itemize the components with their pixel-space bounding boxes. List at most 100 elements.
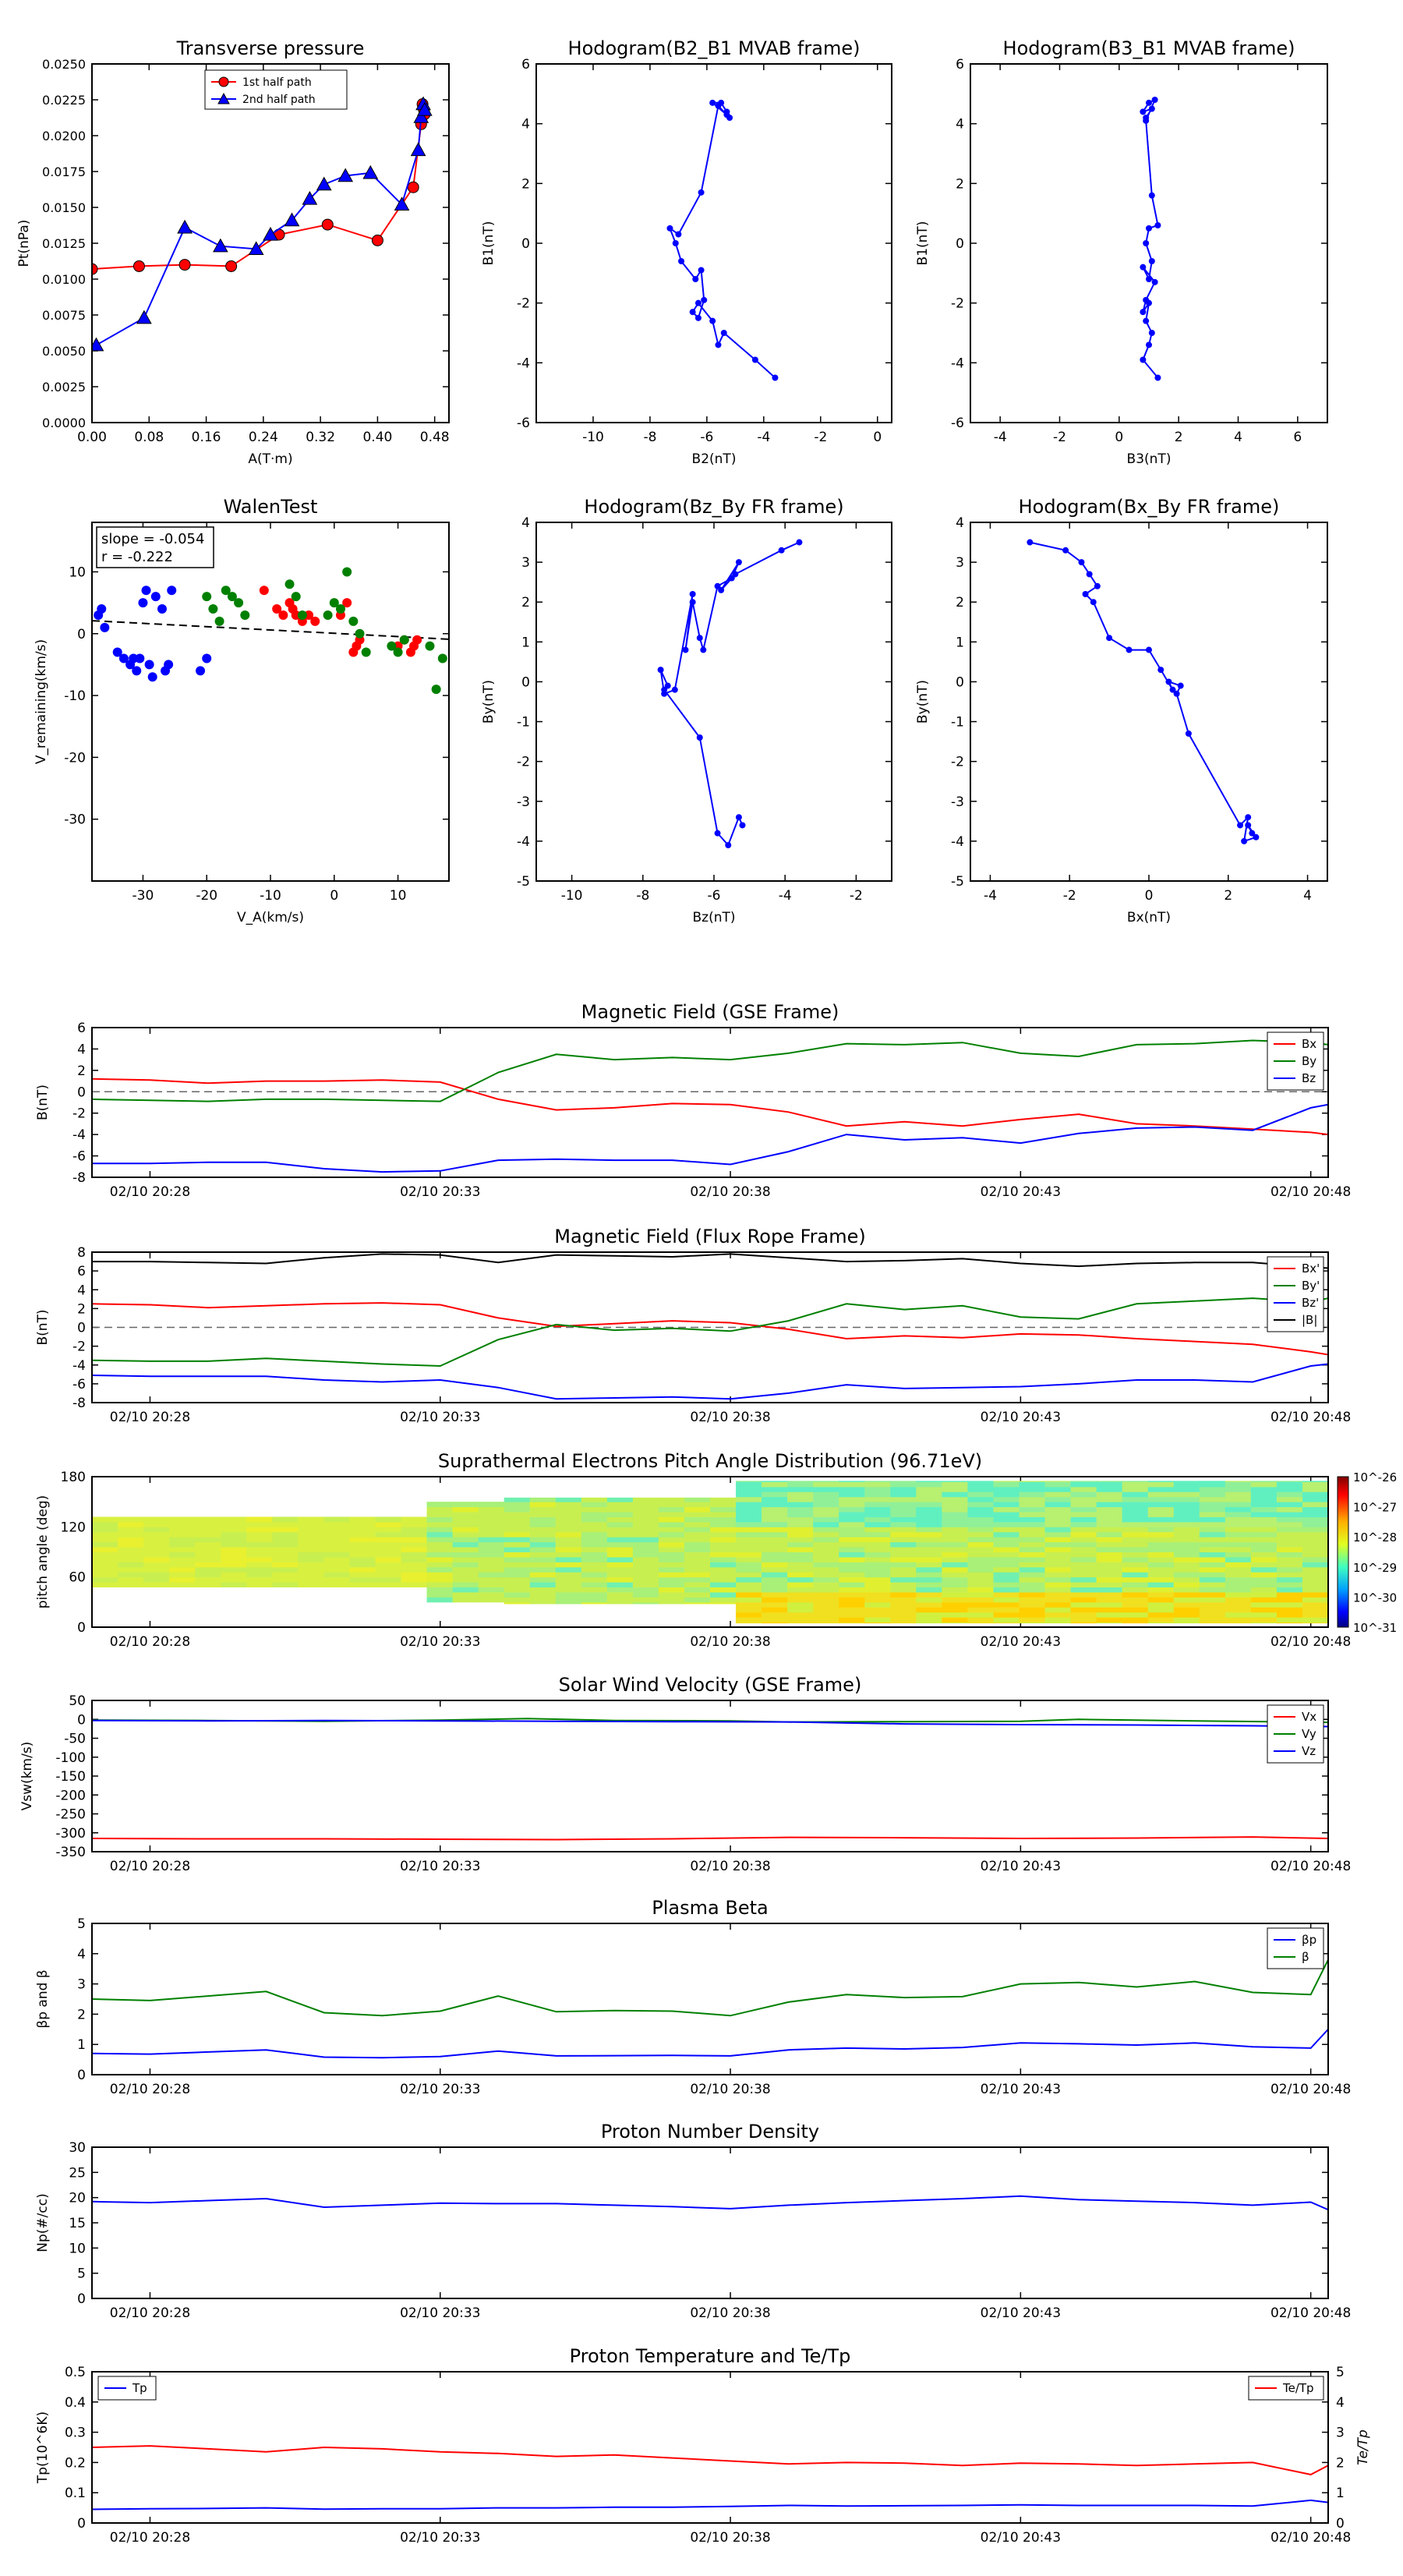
heatmap-cell xyxy=(272,1572,299,1578)
x-tick-label: -4 xyxy=(779,888,792,904)
y-tick-label: 4 xyxy=(521,117,530,133)
heatmap-cell xyxy=(504,1566,531,1573)
heatmap-cell xyxy=(1302,1531,1328,1537)
heatmap-cell xyxy=(864,1566,892,1573)
x-axis-label: Bz(nT) xyxy=(692,910,735,925)
heatmap-cell xyxy=(555,1502,582,1508)
heatmap-cell xyxy=(118,1516,144,1523)
heatmap-cell xyxy=(1302,1481,1328,1488)
heatmap-cell xyxy=(1173,1601,1200,1608)
heatmap-cell xyxy=(504,1506,531,1513)
heatmap-cell xyxy=(762,1582,788,1588)
heatmap-cell xyxy=(401,1582,428,1588)
heatmap-cell xyxy=(762,1597,788,1603)
heatmap-cell xyxy=(890,1541,917,1548)
heatmap-cell xyxy=(787,1481,814,1488)
heatmap-cell xyxy=(118,1537,144,1543)
heatmap-cell xyxy=(323,1516,351,1523)
heatmap-cell xyxy=(1070,1556,1097,1562)
heatmap-cell xyxy=(1122,1521,1149,1527)
heatmap-cell xyxy=(1070,1562,1097,1568)
heatmap-cell xyxy=(1199,1612,1226,1618)
heatmap-cell xyxy=(401,1521,428,1527)
heatmap-cell xyxy=(195,1576,222,1583)
heatmap-cell xyxy=(839,1496,866,1502)
heatmap-cell xyxy=(1276,1531,1303,1537)
heatmap-cell xyxy=(401,1576,428,1583)
heatmap-cell xyxy=(1019,1502,1046,1508)
heatmap-cell xyxy=(916,1566,943,1573)
data-point xyxy=(709,317,716,324)
heatmap-cell xyxy=(736,1566,762,1573)
y-tick-label: -200 xyxy=(55,1788,86,1803)
heatmap-cell xyxy=(195,1537,222,1543)
heatmap-cell xyxy=(1122,1547,1149,1552)
heatmap-cell xyxy=(529,1521,557,1527)
heatmap-cell xyxy=(1044,1512,1072,1517)
heatmap-cell xyxy=(1225,1607,1252,1613)
heatmap-cell xyxy=(1147,1556,1175,1562)
heatmap-cell xyxy=(375,1527,402,1533)
heatmap-cell xyxy=(684,1527,711,1533)
heatmap-cell xyxy=(323,1566,351,1573)
heatmap-cell xyxy=(1225,1521,1252,1527)
heatmap-cell xyxy=(1276,1512,1303,1517)
heatmap-cell xyxy=(762,1541,788,1548)
heatmap-cell xyxy=(426,1552,454,1558)
heatmap-cell xyxy=(1019,1541,1046,1548)
data-point xyxy=(696,635,703,642)
heatmap-cell xyxy=(1096,1622,1123,1624)
data-point xyxy=(714,830,721,837)
heatmap-cell xyxy=(1122,1566,1149,1573)
chart-title: Solar Wind Velocity (GSE Frame) xyxy=(559,1674,862,1696)
heatmap-cell xyxy=(710,1541,737,1548)
y-tick-label: 0 xyxy=(521,236,530,252)
heatmap-cell xyxy=(221,1527,248,1533)
heatmap-cell xyxy=(452,1541,479,1548)
heatmap-cell xyxy=(710,1537,737,1543)
heatmap-cell xyxy=(787,1622,814,1624)
heatmap-cell xyxy=(684,1591,711,1598)
heatmap-cell xyxy=(839,1576,866,1583)
heatmap-cell xyxy=(504,1587,531,1593)
heatmap-cell xyxy=(1019,1537,1046,1543)
heatmap-cell xyxy=(993,1576,1020,1583)
series-line-hodogram xyxy=(659,541,800,847)
heatmap-cell xyxy=(658,1527,685,1533)
heatmap-cell xyxy=(478,1587,505,1593)
heatmap-cell xyxy=(478,1512,505,1517)
heatmap-cell xyxy=(916,1591,943,1598)
heatmap-cell xyxy=(118,1552,144,1558)
heatmap-cell xyxy=(890,1481,917,1488)
heatmap-cell xyxy=(1199,1582,1226,1588)
heatmap-cell xyxy=(272,1541,299,1548)
data-point xyxy=(348,616,359,626)
heatmap-cell xyxy=(1225,1547,1252,1552)
heatmap-cell xyxy=(1250,1486,1278,1492)
heatmap-cell xyxy=(426,1556,454,1562)
heatmap-cell xyxy=(1276,1607,1303,1613)
data-point xyxy=(132,666,142,676)
heatmap-cell xyxy=(298,1562,325,1568)
data-point xyxy=(1146,341,1152,349)
heatmap-cell xyxy=(942,1496,969,1502)
heatmap-cell xyxy=(298,1566,325,1573)
colorbar-label: 10^-29 xyxy=(1353,1561,1397,1575)
x-tick-label: 02/10 20:28 xyxy=(110,1859,190,1874)
heatmap-cell xyxy=(1173,1562,1200,1568)
heatmap-cell xyxy=(890,1556,917,1562)
heatmap-cell xyxy=(813,1481,840,1488)
data-point xyxy=(213,238,228,253)
heatmap-cell xyxy=(452,1562,479,1568)
heatmap-cell xyxy=(1225,1481,1252,1482)
heatmap-cell xyxy=(942,1516,969,1523)
heatmap-cell xyxy=(555,1572,582,1578)
data-point xyxy=(278,610,288,620)
heatmap-cell xyxy=(1019,1576,1046,1583)
heatmap-cell xyxy=(710,1576,737,1583)
heatmap-cell xyxy=(993,1481,1020,1488)
heatmap-cell xyxy=(349,1576,376,1583)
heatmap-cell xyxy=(92,1576,118,1583)
x-tick-label: 02/10 20:43 xyxy=(981,2530,1061,2546)
